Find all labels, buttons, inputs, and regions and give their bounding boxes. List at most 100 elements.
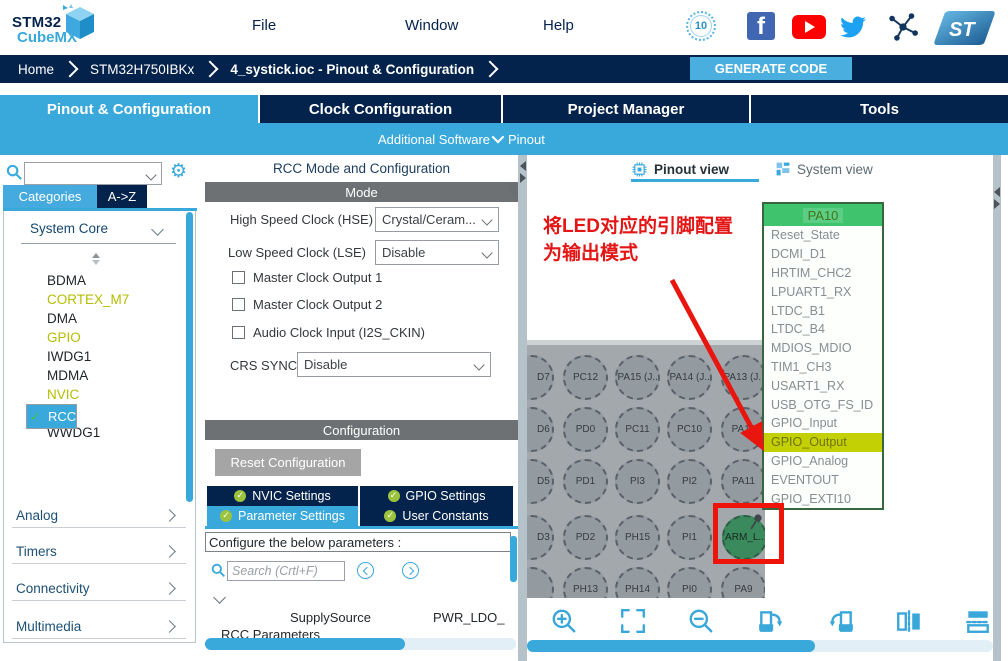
menu-item-tim1-ch3[interactable]: TIM1_CH3 <box>771 359 832 374</box>
tab-parameter-settings[interactable]: ✓ Parameter Settings <box>207 506 358 526</box>
menu-item-gpio-analog[interactable]: GPIO_Analog <box>771 453 849 468</box>
chip-pin[interactable]: PA14 (J.. <box>667 355 712 400</box>
chip-pin[interactable]: PI3 <box>615 459 660 504</box>
menu-item-usb-otg-fs-id[interactable]: USB_OTG_FS_ID <box>771 397 874 412</box>
param-value[interactable]: PWR_LDO_ <box>433 610 505 625</box>
tab-project-manager[interactable]: Project Manager <box>503 95 749 123</box>
menu-item-mdios-mdio[interactable]: MDIOS_MDIO <box>771 341 852 356</box>
mcu-chip-view[interactable]: D7 PC12 PA15 (J.. PA14 (J.. PA13 (J.. D6… <box>527 340 765 598</box>
menu-item-gpio-output[interactable]: GPIO_Output <box>764 432 882 452</box>
mid-scrollbar-thumb[interactable] <box>511 183 517 197</box>
prev-match-button[interactable] <box>357 562 374 579</box>
audio-clock-checkbox[interactable] <box>232 326 245 339</box>
menu-item-hrtim-chc2[interactable]: HRTIM_CHC2 <box>771 265 852 280</box>
menu-item-ltdc-b1[interactable]: LTDC_B1 <box>771 303 825 318</box>
sidebar-item-nvic[interactable]: NVIC <box>4 385 196 404</box>
chip-pin[interactable]: D5 <box>527 459 554 504</box>
chip-pin[interactable]: PC12 <box>563 355 608 400</box>
sidebar-item-iwdg1[interactable]: IWDG1 <box>4 347 196 366</box>
mid-hscrollbar-track[interactable] <box>205 638 516 650</box>
flip-horizontal-button[interactable] <box>895 607 923 635</box>
chip-pin[interactable]: D7 <box>527 355 554 400</box>
chip-pin[interactable]: PH14 <box>615 567 660 598</box>
peripheral-search-combo[interactable] <box>24 162 162 185</box>
chip-pin[interactable]: PA11 <box>721 459 765 504</box>
sidebar-group-timers[interactable]: Timers <box>4 540 194 562</box>
chip-pin[interactable] <box>527 567 554 598</box>
chip-pin[interactable]: PA12 <box>721 407 765 452</box>
menu-item-ltdc-b4[interactable]: LTDC_B4 <box>771 322 825 337</box>
param-name[interactable]: SupplySource <box>290 610 371 625</box>
chip-pin[interactable]: PC10 <box>667 407 712 452</box>
rotate-clockwise-button[interactable] <box>757 607 785 635</box>
menu-item-gpio-exti10[interactable]: GPIO_EXTI10 <box>771 491 851 506</box>
collapse-left-icon[interactable] <box>519 161 526 171</box>
tab-a-to-z[interactable]: A->Z <box>97 185 147 208</box>
menu-item-usart1-rx[interactable]: USART1_RX <box>771 378 845 393</box>
collapse-right-icon[interactable] <box>519 173 526 183</box>
chip-pin[interactable]: PI2 <box>667 459 712 504</box>
chip-pin[interactable]: PA13 (J.. <box>721 355 765 400</box>
chip-pin[interactable]: PA15 (J.. <box>615 355 660 400</box>
gear-icon[interactable]: ⚙ <box>170 160 188 182</box>
pinout-dropdown[interactable]: Pinout <box>508 132 545 147</box>
menu-item-eventout[interactable]: EVENTOUT <box>771 472 839 487</box>
collapse-right-icon[interactable] <box>994 199 1000 209</box>
sidebar-group-connectivity[interactable]: Connectivity <box>4 577 194 599</box>
mco2-checkbox[interactable] <box>232 298 245 311</box>
mid-hscrollbar-thumb[interactable] <box>205 638 405 650</box>
sidebar-group-multimedia[interactable]: Multimedia <box>4 615 194 637</box>
sidebar-item-rcc-selected[interactable]: ✓ RCC <box>26 404 78 429</box>
sidebar-item-dma[interactable]: DMA <box>4 309 196 328</box>
twitter-icon[interactable] <box>838 13 868 41</box>
section-system-core[interactable]: System Core <box>30 221 109 236</box>
chip-pin[interactable]: PD2 <box>563 515 608 560</box>
tab-pinout-configuration[interactable]: Pinout & Configuration <box>0 95 258 123</box>
tab-categories[interactable]: Categories <box>3 185 97 208</box>
panel-splitter-right[interactable] <box>993 155 1001 661</box>
breadcrumb-home[interactable]: Home <box>18 61 55 77</box>
youtube-icon[interactable] <box>792 15 826 39</box>
collapse-left-icon[interactable] <box>994 187 1000 197</box>
menu-item-lpuart1-rx[interactable]: LPUART1_RX <box>771 284 852 299</box>
chip-pin[interactable]: PH13 <box>563 567 608 598</box>
best-fit-button[interactable] <box>619 607 647 635</box>
chip-pin[interactable]: PI0 <box>667 567 712 598</box>
chip-pin[interactable]: D3 <box>527 515 554 560</box>
sidebar-item-bdma[interactable]: BDMA <box>4 271 196 290</box>
additional-software-link[interactable]: Additional Software <box>378 132 491 147</box>
menu-file[interactable]: File <box>252 17 277 34</box>
tab-user-constants[interactable]: ✓ User Constants <box>360 506 513 526</box>
chip-pin[interactable]: PD0 <box>563 407 608 452</box>
facebook-icon[interactable]: f <box>747 12 775 40</box>
tab-pinout-view[interactable]: Pinout view <box>631 161 729 178</box>
parameters-scrollbar[interactable] <box>510 536 517 582</box>
menu-item-gpio-input[interactable]: GPIO_Input <box>771 416 838 431</box>
tab-system-view[interactable]: System view <box>775 161 873 177</box>
chip-pin[interactable]: PA9 <box>721 567 765 598</box>
tab-nvic-settings[interactable]: ✓ NVIC Settings <box>207 486 358 506</box>
chevron-down-icon[interactable] <box>213 591 226 604</box>
sidebar-item-mdma[interactable]: MDMA <box>4 366 196 385</box>
parameter-search-input[interactable] <box>227 561 345 581</box>
lse-select[interactable]: Disable <box>375 240 499 265</box>
breadcrumb-mcu[interactable]: STM32H750IBKx <box>90 61 195 77</box>
chip-pin[interactable]: PC11 <box>615 407 660 452</box>
menu-help[interactable]: Help <box>543 17 574 34</box>
zoom-in-button[interactable] <box>550 607 578 635</box>
chip-pin[interactable]: PD1 <box>563 459 608 504</box>
right-hscrollbar-thumb[interactable] <box>527 640 815 652</box>
zoom-out-button[interactable] <box>687 607 715 635</box>
tab-clock-configuration[interactable]: Clock Configuration <box>260 95 501 123</box>
sidebar-item-cortex-m7[interactable]: CORTEX_M7 <box>4 290 196 309</box>
generate-code-button[interactable]: GENERATE CODE <box>690 57 852 80</box>
mco1-checkbox[interactable] <box>232 271 245 284</box>
flip-vertical-button[interactable] <box>964 607 992 635</box>
sidebar-item-gpio[interactable]: GPIO <box>4 328 196 347</box>
chip-pin[interactable]: PI1 <box>667 515 712 560</box>
sidebar-group-analog[interactable]: Analog <box>4 504 194 526</box>
chip-pin[interactable]: D6 <box>527 407 554 452</box>
menu-window[interactable]: Window <box>405 17 459 34</box>
crs-select[interactable]: Disable <box>297 352 491 377</box>
menu-item-dcmi-d1[interactable]: DCMI_D1 <box>771 247 826 262</box>
